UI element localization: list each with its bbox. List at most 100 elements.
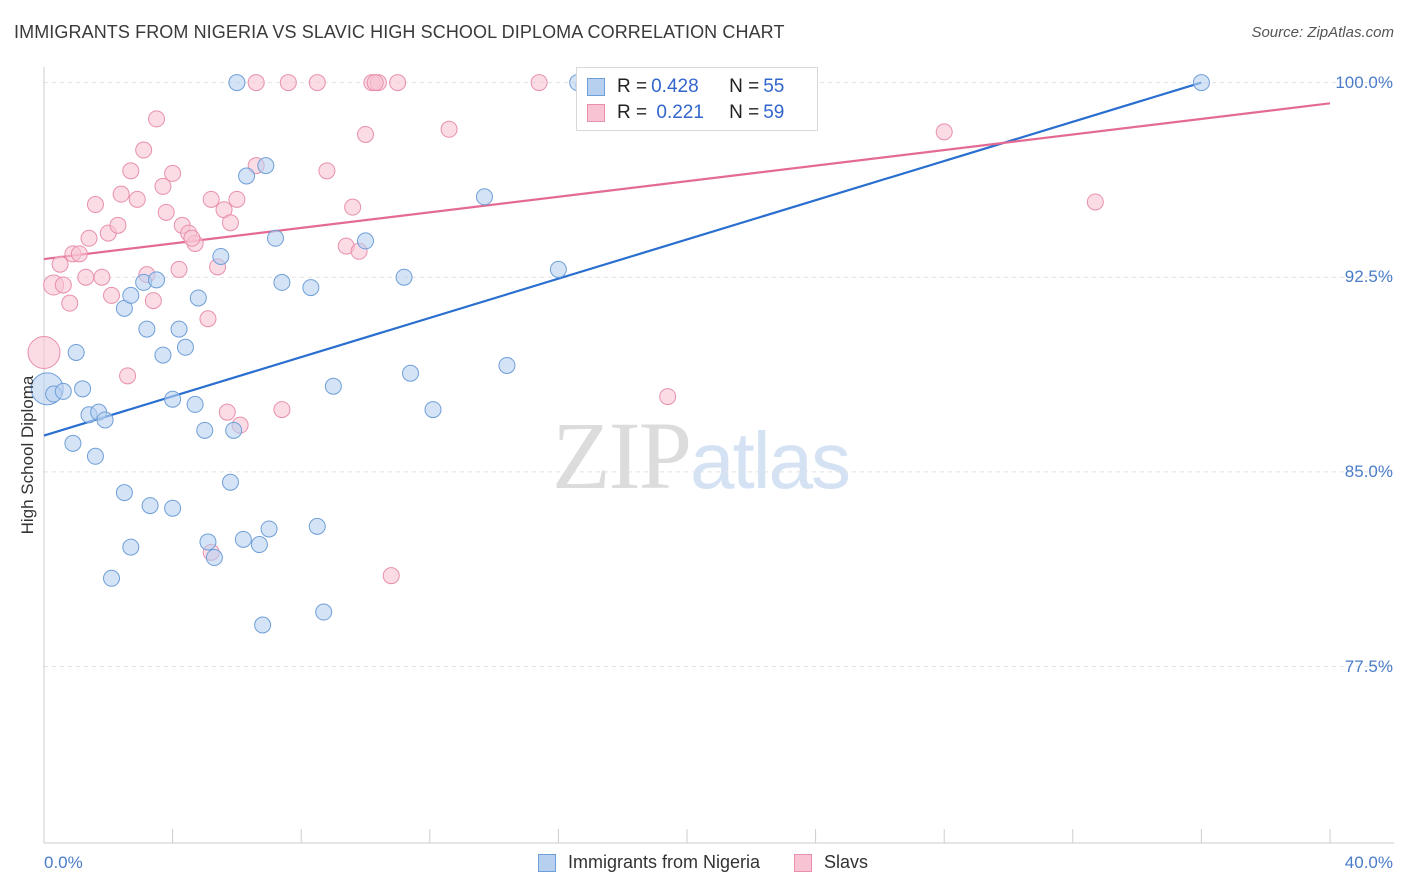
nigeria-point — [424, 401, 442, 419]
nigeria-point — [189, 289, 207, 307]
nigeria-point — [141, 497, 159, 515]
slavs-point — [318, 162, 336, 180]
y-tick-label: 92.5% — [1344, 267, 1393, 287]
nigeria-point — [266, 229, 284, 247]
slavs-point — [86, 196, 104, 214]
n-value: 55 — [763, 76, 785, 97]
legend-item-nigeria[interactable]: Immigrants from Nigeria — [537, 852, 761, 873]
nigeria-point — [122, 286, 140, 304]
slavs-point — [61, 294, 79, 312]
nigeria-point — [186, 395, 204, 413]
nigeria-point — [315, 603, 333, 621]
nigeria-point — [238, 167, 256, 185]
nigeria-point — [1192, 74, 1210, 92]
slavs-point — [228, 190, 246, 208]
source-credit: Source: ZipAtlas.com — [1251, 24, 1394, 41]
nigeria-legend-swatch — [537, 853, 556, 872]
nigeria-point — [549, 260, 567, 278]
slavs-point — [27, 335, 61, 369]
nigeria-point — [308, 517, 326, 535]
trend-lines — [43, 81, 1331, 437]
nigeria-point — [212, 247, 230, 265]
nigeria-point — [225, 421, 243, 439]
slavs-point — [157, 203, 175, 221]
nigeria-point — [324, 377, 342, 395]
nigeria-point — [221, 473, 239, 491]
slavs-point — [218, 403, 236, 421]
nigeria-point — [67, 343, 85, 361]
nigeria-point — [395, 268, 413, 286]
slavs-point — [202, 190, 220, 208]
slavs-point — [221, 214, 239, 232]
slavs-point — [144, 292, 162, 310]
slavs-point — [103, 286, 121, 304]
nigeria-point — [176, 338, 194, 356]
nigeria-point — [228, 74, 246, 92]
slavs-point — [440, 120, 458, 138]
slavs-point — [122, 162, 140, 180]
r-label: R = — [617, 102, 648, 123]
nigeria-point — [115, 484, 133, 502]
y-axis-label: High School Diploma — [18, 375, 37, 535]
y-tick-label: 100.0% — [1335, 72, 1393, 92]
nigeria-point — [164, 390, 182, 408]
series-legend: Immigrants from Nigeria Slavs — [0, 852, 1406, 873]
slavs-point — [344, 198, 362, 216]
slavs-point — [279, 74, 297, 92]
slavs-point — [93, 268, 111, 286]
slavs-point — [135, 141, 153, 159]
slavs-point — [247, 74, 265, 92]
slavs-point — [308, 74, 326, 92]
nigeria-point — [54, 382, 72, 400]
nigeria-point — [234, 530, 252, 548]
slavs-point — [148, 110, 166, 128]
slavs-point — [164, 164, 182, 182]
slavs-point — [357, 125, 374, 143]
watermark-atlas: atlas — [690, 416, 851, 505]
slavs-point — [366, 74, 384, 92]
nigeria-point — [498, 356, 516, 374]
slavs-point — [80, 229, 98, 247]
slavs-point — [119, 367, 137, 385]
slavs-point — [382, 567, 400, 585]
stats-legend: R = 0.428 N = 55 R = 0.221 N = 59 — [576, 67, 818, 131]
nigeria-point — [138, 320, 156, 338]
nigeria-point — [260, 520, 278, 538]
slavs-point — [77, 268, 95, 286]
nigeria-point — [86, 447, 104, 465]
slavs-point — [1086, 193, 1104, 211]
slavs-point — [935, 123, 953, 141]
slavs-point — [51, 255, 69, 273]
nigeria-swatch — [587, 78, 605, 96]
slavs-point — [389, 74, 407, 92]
legend-item-slavs[interactable]: Slavs — [794, 852, 868, 873]
r-value: 0.428 — [651, 76, 699, 97]
nigeria-point — [357, 232, 374, 250]
nigeria-point — [164, 499, 182, 517]
axes — [43, 67, 1394, 844]
nigeria-point — [273, 273, 291, 291]
nigeria-point — [205, 549, 223, 567]
n-value: 59 — [763, 102, 785, 123]
nigeria-point — [74, 380, 92, 398]
r-label: R = — [617, 76, 648, 97]
slavs-point — [70, 245, 88, 263]
slavs-point — [530, 74, 548, 92]
nigeria-point — [402, 364, 420, 382]
nigeria-points — [30, 74, 1210, 634]
r-value: 0.221 — [651, 102, 704, 123]
slavs-point — [128, 190, 146, 208]
nigeria-point — [103, 569, 121, 587]
nigeria-point — [148, 271, 166, 289]
slavs-point — [199, 310, 217, 328]
slavs-point — [109, 216, 127, 234]
slavs-point — [54, 276, 72, 294]
slavs-point — [154, 177, 172, 195]
legend-label-nigeria: Immigrants from Nigeria — [567, 852, 761, 872]
x-tick-label-min: 0.0% — [44, 853, 83, 872]
slavs-point — [273, 401, 291, 419]
nigeria-point — [64, 434, 82, 452]
nigeria-point — [122, 538, 140, 556]
slavs-trend-line — [43, 102, 1331, 261]
